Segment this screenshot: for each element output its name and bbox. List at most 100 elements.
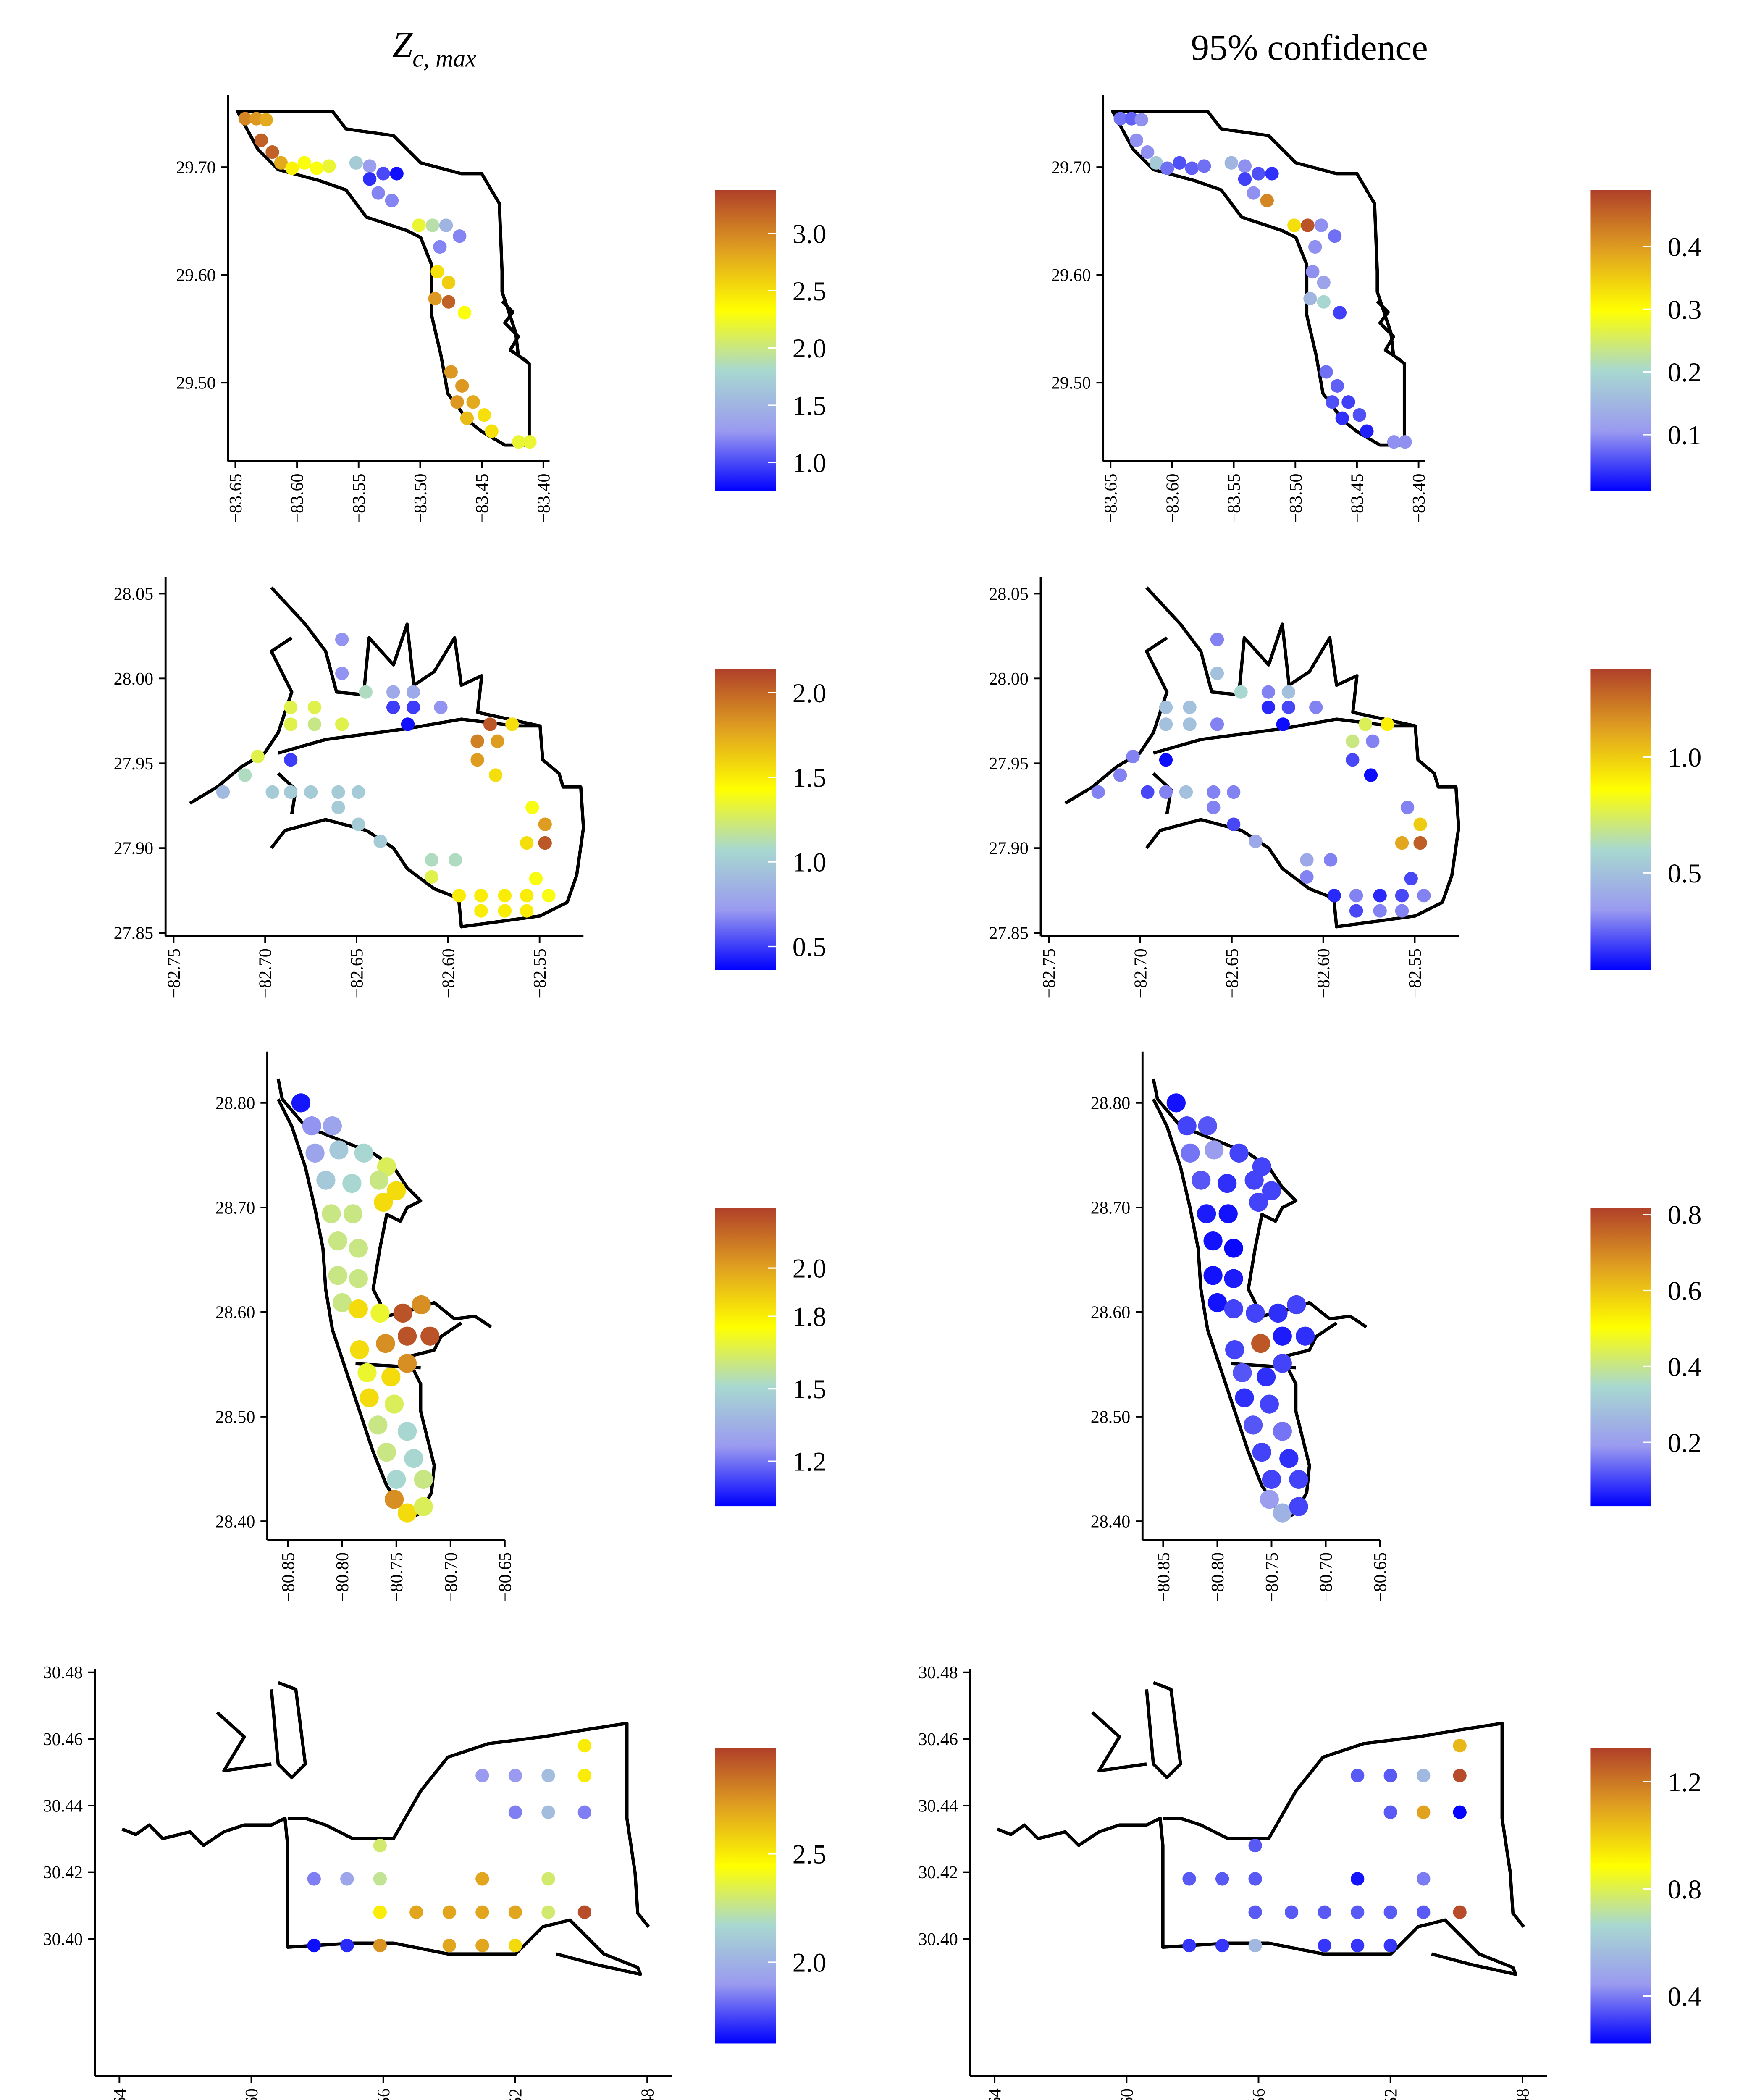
- data-point: [541, 1872, 555, 1886]
- x-tick-label: −80.75: [387, 1552, 407, 1602]
- data-point: [373, 1938, 387, 1953]
- data-point: [1453, 1905, 1467, 1919]
- data-point: [425, 218, 439, 232]
- data-point: [508, 1805, 522, 1819]
- x-tick-label: −80.65: [1371, 1552, 1390, 1602]
- data-point: [1281, 685, 1296, 699]
- x-tick-label: −86.56: [1250, 2088, 1269, 2100]
- data-point: [475, 1769, 489, 1782]
- y-tick-label: 30.48: [43, 1663, 83, 1683]
- panel-title: 95% confidence: [1191, 27, 1428, 68]
- data-point: [1273, 1422, 1292, 1441]
- data-point: [304, 785, 318, 799]
- data-point: [1197, 1204, 1216, 1223]
- data-point: [475, 1905, 489, 1919]
- data-point: [216, 785, 230, 799]
- coastline-path: [270, 586, 585, 929]
- data-point: [1160, 161, 1174, 175]
- data-point: [1141, 145, 1155, 159]
- data-point: [1185, 161, 1199, 175]
- data-point: [1453, 1769, 1467, 1782]
- coastline: [189, 586, 585, 929]
- data-point: [387, 1470, 406, 1489]
- colorbar-tick-label: 0.6: [1668, 1276, 1702, 1306]
- data-point: [1398, 435, 1412, 449]
- data-point: [363, 159, 377, 173]
- y-tick-label: 29.70: [1051, 158, 1091, 178]
- colorbar: [1590, 1748, 1651, 2044]
- y-tick-label: 28.40: [1091, 1512, 1130, 1532]
- y-tick-label: 28.50: [1091, 1408, 1130, 1427]
- x-tick-label: −80.80: [333, 1552, 352, 1602]
- data-point: [483, 717, 497, 731]
- data-point: [412, 1295, 431, 1315]
- data-point: [542, 889, 556, 903]
- data-point: [520, 836, 534, 850]
- data-point: [414, 1470, 433, 1489]
- data-point: [1248, 1938, 1262, 1953]
- data-point: [1197, 159, 1211, 173]
- data-point: [1281, 700, 1296, 714]
- data-point: [1225, 1340, 1244, 1360]
- data-point: [238, 112, 252, 126]
- data-point: [406, 685, 420, 699]
- colorbar-tick-label: 0.4: [1668, 231, 1702, 262]
- data-point: [349, 1269, 368, 1288]
- data-point: [1308, 240, 1322, 254]
- data-point: [491, 734, 504, 748]
- data-point: [386, 700, 400, 714]
- data-point: [1306, 265, 1320, 279]
- data-point: [538, 817, 552, 831]
- data-point: [387, 1181, 406, 1200]
- data-point: [455, 379, 469, 393]
- data-point: [1323, 853, 1338, 867]
- coastline-path: [501, 300, 528, 362]
- x-tick-label: −83.65: [226, 474, 246, 523]
- data-point: [449, 853, 462, 867]
- data-point: [1261, 700, 1276, 714]
- y-tick-label: 30.44: [43, 1796, 83, 1816]
- data-point: [349, 156, 363, 170]
- data-point: [373, 1838, 387, 1853]
- data-point: [541, 1805, 555, 1819]
- data-point: [376, 1334, 395, 1353]
- coastline: [121, 1681, 650, 1976]
- y-tick-label: 29.60: [176, 266, 215, 285]
- colorbar-tick-label: 0.2: [1668, 1428, 1702, 1458]
- data-point: [1380, 717, 1394, 731]
- data-point: [1319, 365, 1333, 379]
- data-point: [370, 1303, 390, 1323]
- data-point: [1413, 817, 1427, 831]
- data-point: [360, 1388, 379, 1407]
- data-point: [1303, 291, 1317, 306]
- data-point: [1287, 1295, 1306, 1315]
- data-point: [343, 1204, 363, 1223]
- data-point: [578, 1739, 592, 1753]
- colorbar: [1590, 669, 1651, 970]
- data-point: [1203, 1266, 1223, 1285]
- data-point: [371, 186, 385, 200]
- x-tick-label: −86.64: [986, 2088, 1005, 2100]
- data-point: [1224, 1299, 1243, 1319]
- colorbar-tick-label: 0.4: [1668, 1981, 1702, 2011]
- coastline-path: [270, 1681, 307, 1780]
- data-point: [291, 1093, 311, 1113]
- data-point: [541, 1769, 555, 1782]
- y-tick-label: 28.05: [114, 585, 153, 604]
- data-point: [284, 717, 298, 731]
- data-point: [520, 889, 534, 903]
- data-point: [1210, 717, 1224, 731]
- colorbar: [1590, 190, 1651, 491]
- data-point: [1234, 685, 1248, 699]
- data-point: [307, 700, 321, 714]
- x-tick-label: −86.64: [110, 2088, 130, 2100]
- data-point: [1182, 1938, 1196, 1953]
- data-point: [1218, 1204, 1238, 1223]
- colorbar-tick-label: 1.5: [793, 762, 827, 793]
- data-point: [1141, 785, 1155, 799]
- data-point: [1351, 1872, 1365, 1886]
- data-point: [354, 1143, 373, 1163]
- colorbar-tick-label: 0.3: [1668, 294, 1702, 325]
- data-point: [1351, 1905, 1365, 1919]
